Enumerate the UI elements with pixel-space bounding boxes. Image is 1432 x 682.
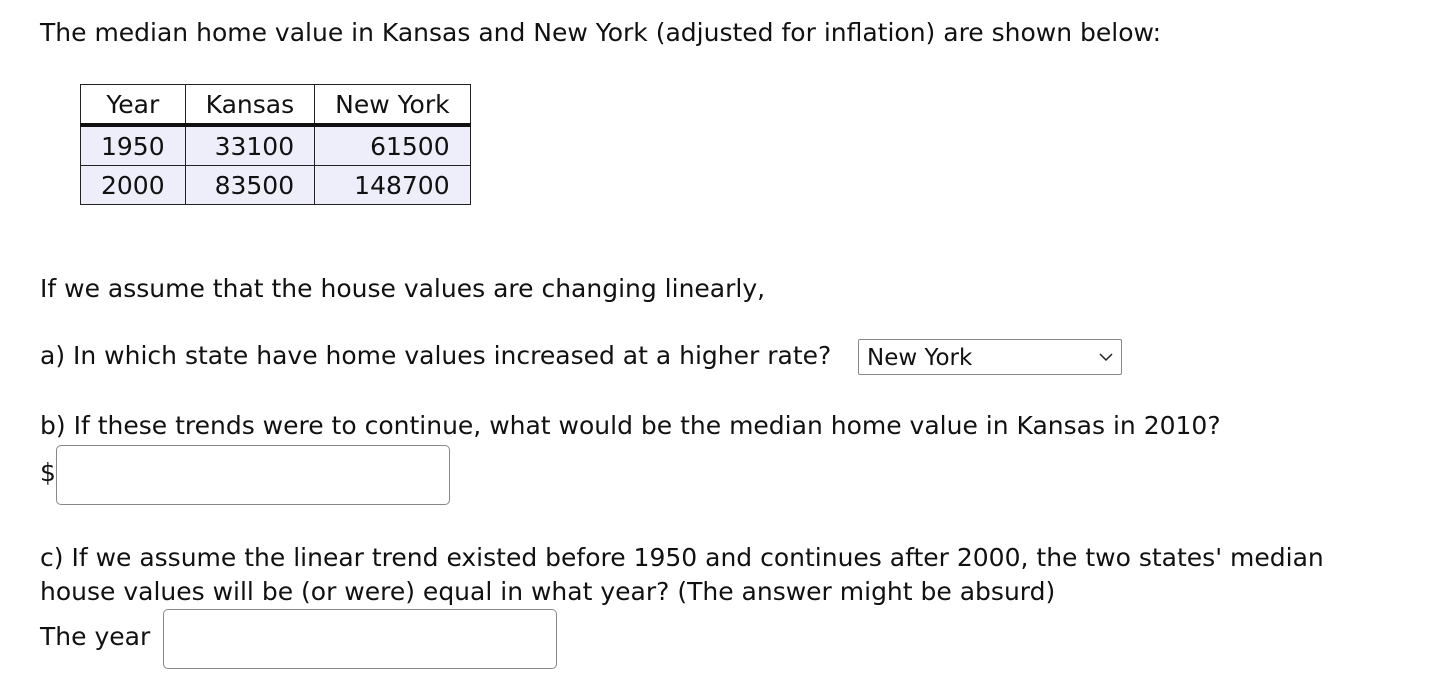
question-a: a) In which state have home values incre… bbox=[40, 341, 832, 370]
state-select[interactable]: New York bbox=[858, 339, 1122, 375]
header-cell: Year bbox=[80, 84, 186, 127]
question-c: c) If we assume the linear trend existed… bbox=[40, 543, 1324, 606]
question-b: b) If these trends were to continue, wha… bbox=[40, 411, 1221, 440]
assumption: If we assume that the house values are c… bbox=[40, 274, 766, 303]
cell: 33100 bbox=[184, 124, 316, 166]
cell: 148700 bbox=[314, 165, 471, 205]
selected-option: New York bbox=[867, 345, 973, 371]
cell: 61500 bbox=[314, 124, 471, 166]
data-table: Year Kansas New York 1950 33100 61500 2000 83… bbox=[80, 84, 471, 205]
cell: 83500 bbox=[184, 165, 316, 205]
answer-b-input[interactable] bbox=[56, 445, 450, 505]
answer-c-input[interactable] bbox=[163, 609, 557, 669]
cell: 2000 bbox=[80, 165, 186, 205]
dollar-prefix: $ bbox=[40, 458, 56, 487]
cell: 1950 bbox=[80, 124, 186, 166]
intro: The median home value in Kansas and New … bbox=[40, 18, 1162, 47]
dropdown-arrow bbox=[1099, 353, 1113, 362]
year-prefix: The year bbox=[40, 622, 151, 651]
header-cell: New York bbox=[314, 84, 471, 127]
header-cell: Kansas bbox=[184, 84, 316, 127]
